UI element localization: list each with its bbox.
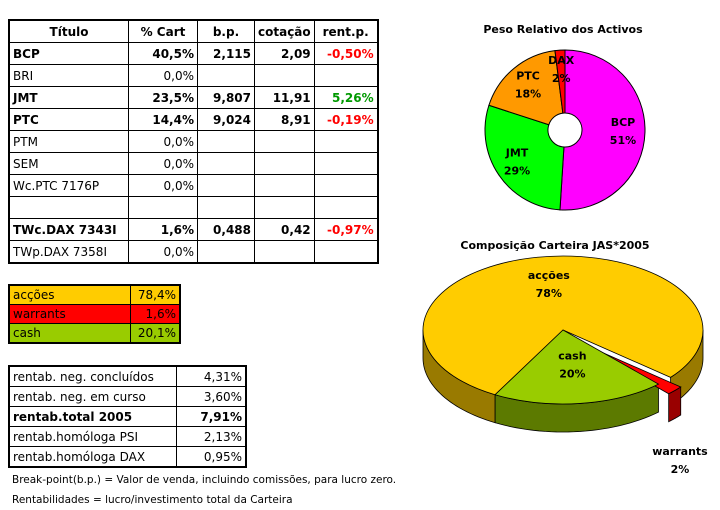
chart-title: Peso Relativo dos Activos — [483, 23, 643, 36]
table-row: JMT 23,5% 9,807 11,91 5,26% — [8, 86, 379, 109]
allocation-row: warrants 1,6% — [8, 304, 181, 324]
name-cell: TWp.DAX 7358I — [8, 240, 129, 264]
slice-value: 29% — [504, 165, 530, 178]
pie-slice — [488, 50, 564, 126]
value-cell: 9,807 — [197, 86, 255, 109]
returns-label: rentab.homóloga DAX — [8, 446, 177, 468]
value-cell: 11,91 — [254, 86, 315, 109]
pie-slice — [494, 329, 660, 405]
slice-label: DAX — [548, 54, 575, 67]
chart-title: Composição Carteira JAS*2005 — [460, 239, 649, 252]
returns-row: rentab.homóloga PSI 2,13% — [8, 426, 247, 447]
returns-row: rentab.total 2005 7,91% — [8, 406, 247, 427]
slice-value: 18% — [515, 87, 541, 100]
returns-row: rentab. neg. concluídos 4,31% — [8, 365, 247, 387]
header-row: Título% Cart b.p. cotação rent.p. — [8, 19, 379, 43]
table-row: BRI 0,0% — [8, 64, 379, 87]
value-cell: 0,42 — [254, 218, 315, 241]
slice-label: PTC — [516, 69, 540, 82]
slice-label: JMT — [505, 147, 529, 160]
table-row: SEM 0,0% — [8, 152, 379, 175]
note: Rentabilidades = lucro/investimento tota… — [12, 494, 293, 506]
returns-value: 2,13% — [176, 426, 247, 447]
table-row: Wc.PTC 7176P 0,0% — [8, 174, 379, 197]
allocation-label: warrants — [8, 304, 131, 324]
slice-value: 51% — [610, 134, 636, 147]
value-cell — [313, 240, 379, 264]
table-row: TWc.DAX 7343I 1,6% 0,488 0,42 -0,97% — [8, 218, 379, 241]
allocation-value: 20,1% — [130, 323, 181, 344]
value-cell — [254, 240, 315, 264]
returns-row: rentab. neg. em curso 3,60% — [8, 386, 247, 407]
slice-label: cash — [558, 349, 586, 362]
header-cell: b.p. — [197, 19, 255, 43]
allocation-value: 78,4% — [130, 284, 181, 305]
returns-label: rentab.total 2005 — [8, 406, 177, 427]
returns-value: 0,95% — [176, 446, 247, 468]
value-cell: 23,5% — [128, 86, 198, 109]
returns-label: rentab. neg. em curso — [8, 386, 177, 407]
allocation-row: cash 20,1% — [8, 323, 181, 344]
name-cell: BRI — [8, 64, 129, 87]
slice-value: 2% — [671, 463, 690, 476]
table-row: BCP 40,5% 2,115 2,09 -0,50% — [8, 42, 379, 65]
pie-slice — [422, 255, 704, 396]
value-cell: 2,115 — [197, 42, 255, 65]
returns-value: 7,91% — [176, 406, 247, 427]
slice-label: warrants — [652, 445, 708, 458]
slice-label: acções — [528, 269, 570, 282]
returns-table: rentab. neg. concluídos 4,31% rentab. neg.… — [8, 365, 247, 468]
holdings-table: Título% Cart b.p. cotação rent.p. BCP 40,5% 2,… — [8, 19, 379, 264]
name-cell: SEM — [8, 152, 129, 175]
returns-row: rentab.homóloga DAX 0,95% — [8, 446, 247, 468]
allocation-table: acções 78,4% warrants 1,6% cash 20,1% — [8, 284, 181, 344]
returns-label: rentab.homóloga PSI — [8, 426, 177, 447]
name-cell: Wc.PTC 7176P — [8, 174, 129, 197]
table-row: PTC 14,4% 9,024 8,91 -0,19% — [8, 108, 379, 131]
slice-value: 20% — [559, 367, 585, 380]
pie-slice — [554, 49, 566, 114]
header-cell: % Cart — [128, 19, 198, 43]
value-cell: 0,488 — [197, 218, 255, 241]
value-cell: 0,0% — [128, 240, 198, 264]
value-cell: -0,97% — [313, 218, 379, 241]
name-cell: JMT — [8, 86, 129, 109]
header-cell: rent.p. — [313, 19, 379, 43]
value-cell — [197, 240, 255, 264]
slice-value: 78% — [536, 287, 562, 300]
slice-label: BCP — [611, 116, 636, 129]
name-cell: TWc.DAX 7343I — [8, 218, 129, 241]
value-cell: -0,19% — [313, 108, 379, 131]
allocation-value: 1,6% — [130, 304, 181, 324]
pie-slice — [484, 104, 565, 211]
table-row: TWp.DAX 7358I 0,0% — [8, 240, 379, 264]
value-cell: 0,0% — [128, 174, 198, 197]
returns-label: rentab. neg. concluídos — [8, 365, 177, 387]
value-cell: -0,50% — [313, 42, 379, 65]
value-cell: 1,6% — [128, 218, 198, 241]
allocation-label: cash — [8, 323, 131, 344]
pie-slice — [559, 49, 646, 211]
value-cell: 9,024 — [197, 108, 255, 131]
note: Break-point(b.p.) = Valor de venda, incl… — [12, 474, 397, 486]
returns-value: 3,60% — [176, 386, 247, 407]
slice-value: 2% — [552, 72, 571, 85]
